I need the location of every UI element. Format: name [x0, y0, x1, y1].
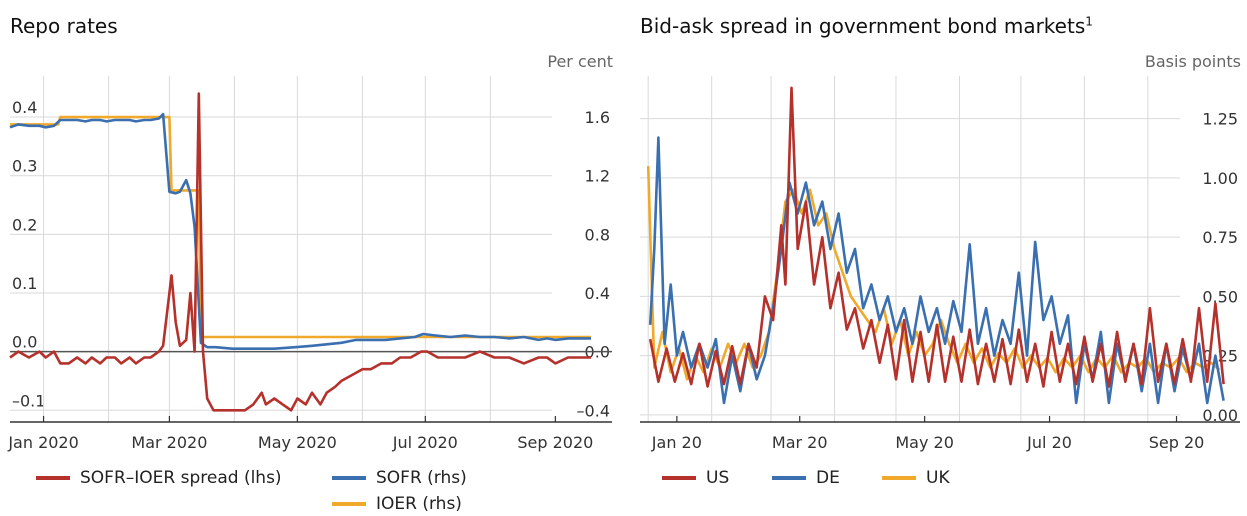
legend-sofr-label: SOFR (rhs) [376, 468, 467, 488]
legend-spread-swatch [36, 476, 70, 480]
left-ytick-left: 0.0 [12, 333, 37, 352]
left-ytick-left: –0.1 [12, 391, 45, 410]
right-ytick-right: 0.50 [1202, 287, 1238, 306]
left-ytick-right: 1.6 [585, 108, 610, 127]
right-xtick-label: Jul 20 [1026, 433, 1072, 452]
right-xtick-label: Sep 20 [1149, 433, 1205, 452]
left-xtick-label: May 2020 [258, 433, 337, 452]
right-xtick-label: Mar 20 [772, 433, 828, 452]
right-ytick-right: 0.00 [1202, 406, 1238, 425]
right-chart-title-footnote: 1 [1085, 14, 1093, 29]
legend-sofr-swatch [332, 476, 366, 480]
left-series-spread [9, 92, 591, 412]
left-ytick-left: 0.1 [12, 274, 37, 293]
right-series-us [648, 86, 1225, 388]
legend-ioer-label: IOER (rhs) [376, 494, 462, 514]
left-xtick-label: Jul 2020 [392, 433, 458, 452]
left-ytick-right: –0.4 [577, 401, 610, 420]
right-ytick-right: 1.25 [1202, 110, 1238, 129]
legend-spread-label: SOFR–IOER spread (lhs) [80, 468, 282, 488]
legend-uk: UK [882, 468, 950, 488]
legend-de-swatch [772, 476, 806, 480]
right-unit-label: Basis points [1144, 52, 1241, 71]
legend-ioer: IOER (rhs) [332, 494, 462, 514]
legend-uk-label: UK [926, 468, 950, 488]
left-ytick-left: 0.2 [12, 215, 37, 234]
legend-us-label: US [706, 468, 730, 488]
legend-de-label: DE [816, 468, 840, 488]
legend-sofr: SOFR (rhs) [332, 468, 467, 488]
legend-us: US [662, 468, 729, 488]
legend-spread: SOFR–IOER spread (lhs) [36, 468, 282, 488]
left-series-sofr [9, 112, 591, 351]
legend-ioer-swatch [332, 502, 366, 506]
left-series-ioer [10, 115, 591, 339]
left-ytick-right: 0.4 [585, 284, 610, 303]
left-chart-title: Repo rates [10, 14, 118, 38]
left-xtick-label: Jan 2020 [7, 433, 78, 452]
legend-uk-swatch [882, 476, 916, 480]
legend-de: DE [772, 468, 840, 488]
right-chart-title-text: Bid-ask spread in government bond market… [640, 14, 1086, 38]
right-xtick-label: Jan 20 [651, 433, 702, 452]
left-ytick-right: 0.8 [585, 225, 610, 244]
right-ytick-right: 1.00 [1202, 169, 1238, 188]
left-ytick-left: 0.4 [12, 98, 37, 117]
left-xtick-label: Sep 2020 [517, 433, 593, 452]
left-ytick-left: 0.3 [12, 157, 37, 176]
legend-us-swatch [662, 476, 696, 480]
left-unit-label: Per cent [547, 52, 613, 71]
left-xtick-label: Mar 2020 [131, 433, 207, 452]
right-ytick-right: 0.75 [1202, 228, 1238, 247]
left-ytick-right: 1.2 [585, 167, 610, 186]
right-xtick-label: May 20 [895, 433, 954, 452]
right-chart-title: Bid-ask spread in government bond market… [640, 14, 1093, 38]
